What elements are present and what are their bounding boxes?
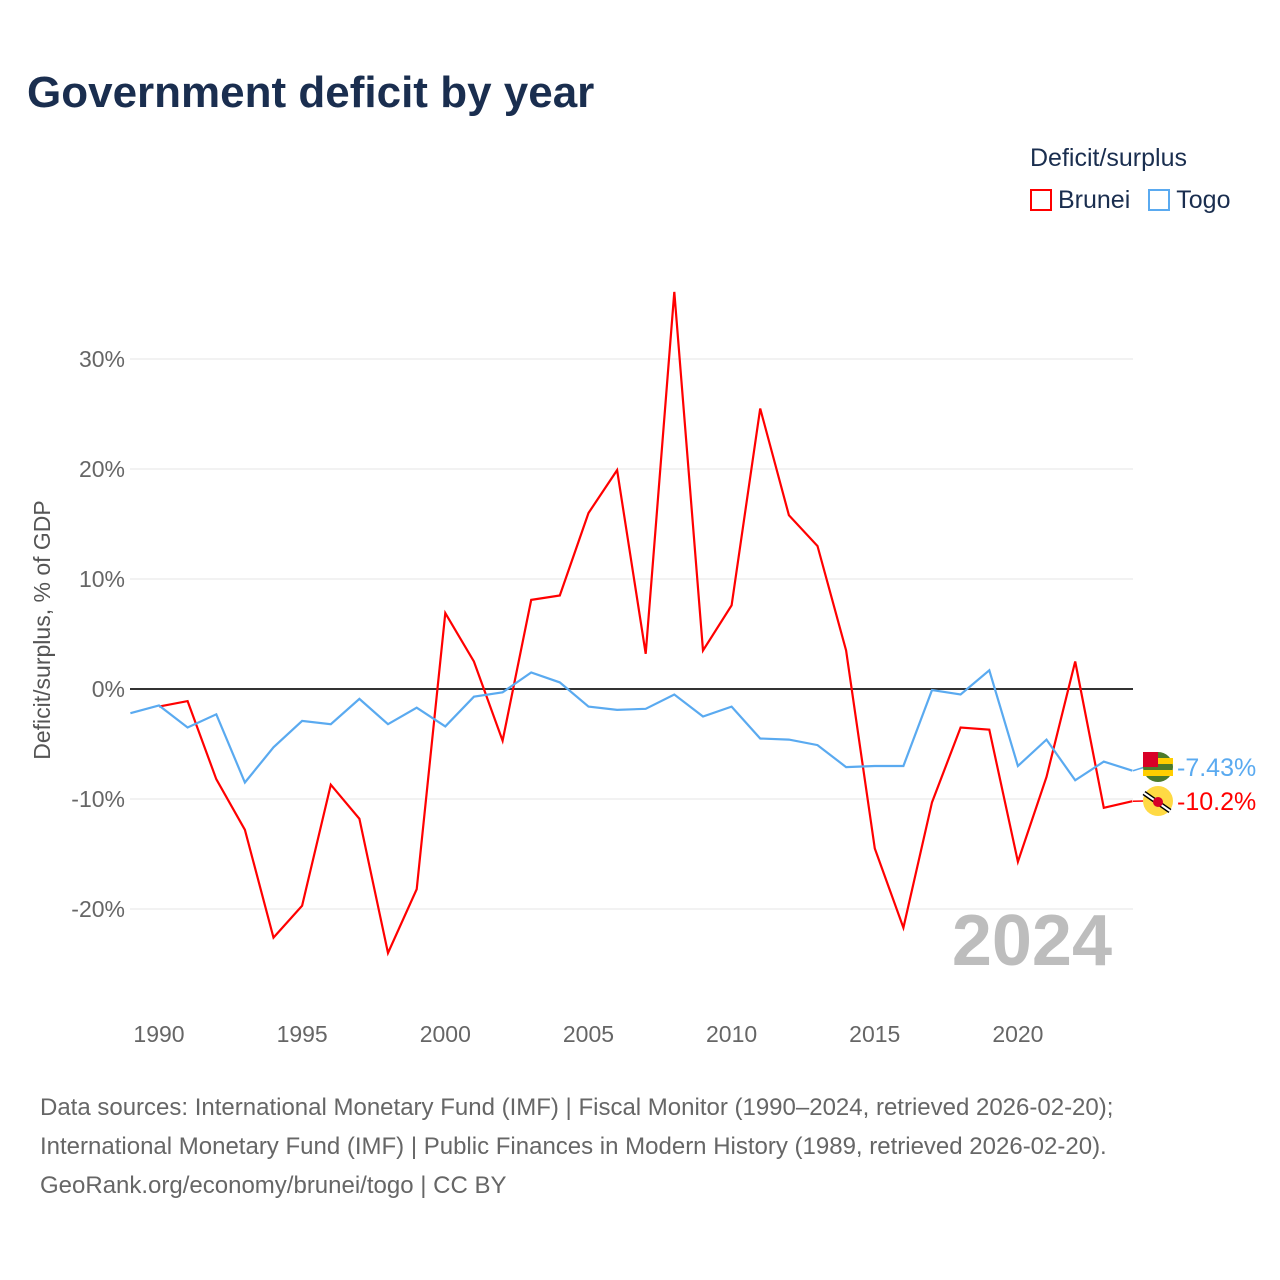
x-tick-label: 2000 xyxy=(420,1021,471,1047)
y-tick-label: 30% xyxy=(79,346,125,372)
series-line-brunei xyxy=(158,291,1133,957)
x-tick-label: 1995 xyxy=(277,1021,328,1047)
chart-title: Government deficit by year xyxy=(27,68,595,117)
x-tick-label: 2005 xyxy=(563,1021,614,1047)
legend-label: Brunei xyxy=(1058,186,1131,214)
attribution-line[interactable]: GeoRank.org/economy/brunei/togo | CC BY xyxy=(40,1172,507,1199)
legend-item-brunei[interactable]: Brunei xyxy=(1030,186,1130,215)
y-tick-label: 10% xyxy=(79,566,125,592)
y-tick-label: -10% xyxy=(71,786,125,812)
end-value-label-togo: -7.43% xyxy=(1177,754,1256,782)
year-watermark: 2024 xyxy=(952,901,1112,981)
legend-item-togo[interactable]: Togo xyxy=(1148,186,1230,215)
source-line-1: Data sources: International Monetary Fun… xyxy=(40,1094,1114,1121)
x-tick-label: 2015 xyxy=(849,1021,900,1047)
end-value-label-brunei: -10.2% xyxy=(1177,788,1256,816)
x-tick-label: 1990 xyxy=(133,1021,184,1047)
legend: Brunei Togo xyxy=(1030,186,1230,215)
legend-label: Togo xyxy=(1176,186,1231,214)
legend-swatch-togo xyxy=(1148,189,1171,211)
flag-brunei-icon xyxy=(1142,786,1173,816)
y-tick-label: -20% xyxy=(71,896,125,922)
footer: Data sources: International Monetary Fun… xyxy=(40,1088,1113,1205)
y-tick-label: 20% xyxy=(79,456,125,482)
source-line-2: International Monetary Fund (IMF) | Publ… xyxy=(40,1133,1107,1160)
x-tick-label: 2020 xyxy=(992,1021,1043,1047)
legend-title: Deficit/surplus xyxy=(1030,144,1187,172)
y-tick-label: 0% xyxy=(92,676,125,702)
flag-togo-icon xyxy=(1143,752,1173,782)
end-connector xyxy=(1132,766,1146,772)
series-line-togo xyxy=(130,668,1133,785)
legend-swatch-brunei xyxy=(1030,189,1052,211)
y-axis-label: Deficit/surplus, % of GDP xyxy=(29,500,55,759)
x-tick-label: 2010 xyxy=(706,1021,757,1047)
